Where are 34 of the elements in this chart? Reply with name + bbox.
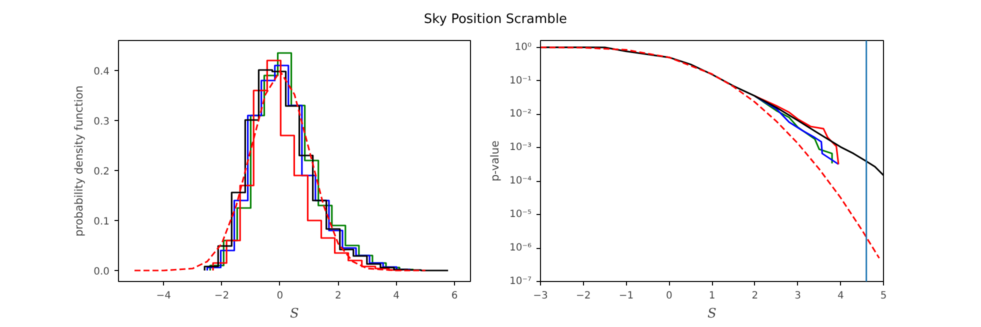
y-tick-label: 10⁻⁷: [509, 276, 532, 287]
x-tick-label: −2: [576, 290, 591, 302]
chart-title: Sky Position Scramble: [424, 11, 568, 29]
x-tick-label: 0: [276, 290, 284, 302]
x-tick-label: 1: [708, 290, 716, 302]
y-tick-label: 10⁰: [514, 42, 532, 53]
x-tick-label: 4: [393, 290, 400, 302]
y-tick-label: 10⁻²: [509, 108, 532, 120]
y-tick-label: 0.4: [94, 66, 110, 78]
x-tick-label: −3: [533, 290, 548, 302]
x-tick-label: 0: [666, 290, 672, 302]
x-tick-label: 6: [451, 290, 458, 302]
x-tick-label: −1: [618, 290, 634, 302]
x-tick-label: 2: [752, 290, 758, 302]
x-axis-title: S: [708, 306, 717, 322]
x-tick-label: −4: [156, 290, 171, 302]
x-tick-label: 3: [794, 290, 801, 302]
y-tick-label: 0.3: [94, 116, 110, 128]
y-tick-label: 10⁻¹: [509, 75, 532, 86]
x-tick-label: 4: [837, 290, 844, 302]
y-tick-label: 10⁻⁵: [509, 209, 532, 220]
y-tick-label: 10⁻⁶: [509, 242, 532, 254]
y-axis-title: probability density function: [72, 85, 86, 236]
x-tick-label: 2: [334, 290, 342, 302]
y-tick-label: 0.2: [94, 166, 110, 178]
y-tick-label: 10⁻³: [509, 142, 532, 154]
y-tick-label: 0.0: [94, 266, 110, 278]
x-tick-label: −2: [214, 290, 230, 302]
x-axis-title: S: [290, 306, 300, 322]
y-tick-label: 0.1: [94, 216, 110, 228]
line-series: [540, 46, 880, 259]
y-tick-label: 10⁻⁴: [509, 176, 532, 187]
y-axis-title: p-value: [488, 140, 502, 182]
x-tick-label: 5: [880, 290, 887, 302]
